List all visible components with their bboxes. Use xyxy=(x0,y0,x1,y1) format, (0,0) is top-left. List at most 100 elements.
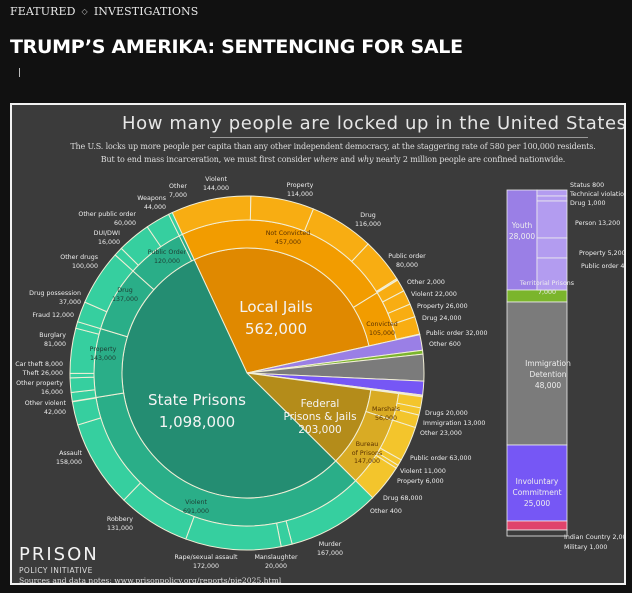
label-local-other: Other 2,000 xyxy=(407,279,445,288)
label-state-rape: Rape/sexual assault 172,000 xyxy=(175,554,238,571)
label-text: 144,000 xyxy=(202,184,230,192)
label-fed-marshals: Marshals 56,000 xyxy=(372,406,400,423)
label-text: 44,000 xyxy=(143,203,166,211)
label-text: 457,000 xyxy=(274,238,302,246)
label-youth-property: Property 5,200 xyxy=(579,250,626,259)
label-state-manslaughter: Manslaughter 20,000 xyxy=(254,554,297,571)
subtitle-where: where xyxy=(313,155,338,164)
bar-segment-involuntary xyxy=(506,444,568,522)
label-local-drug: Drug 116,000 xyxy=(355,212,381,229)
label-text: 100,000 xyxy=(71,262,98,270)
label-text: Prisons & Jails xyxy=(283,411,357,423)
label-text: Property 5,200 xyxy=(579,250,626,257)
label-local-conv-property: Property 26,000 xyxy=(417,303,468,312)
label-text: 28,000 xyxy=(508,232,536,241)
label-youth-technical: Technical violation xyxy=(570,191,626,200)
ring-state-outer-1-2 xyxy=(69,372,95,379)
subtitle-text: nearly 2 million people are confined nat… xyxy=(373,155,566,164)
breadcrumb: FEATURED ◇ INVESTIGATIONS xyxy=(10,5,198,18)
label-local-jails: Local Jails 562,000 xyxy=(239,296,312,340)
label-text: Not Convicted xyxy=(265,230,311,237)
label-text: Violent 11,000 xyxy=(400,468,446,475)
diamond-separator-icon: ◇ xyxy=(81,7,88,16)
label-fed-drug: Drug 68,000 xyxy=(383,495,422,504)
youth-subcell xyxy=(536,200,568,239)
label-text: Property 6,000 xyxy=(397,478,444,485)
label-text: Involuntary xyxy=(515,477,559,486)
label-local-violent: Violent 144,000 xyxy=(203,176,229,193)
sources-note: Sources and data notes: www.prisonpolicy… xyxy=(19,576,282,585)
label-text: Other xyxy=(169,183,187,190)
label-text: Violent 22,000 xyxy=(411,291,457,298)
article-title: TRUMP’S AMERIKA: SENTENCING FOR SALE xyxy=(10,36,463,58)
label-text: 81,000 xyxy=(43,340,66,348)
label-text: Car theft 8,000 xyxy=(15,361,63,368)
label-text: 562,000 xyxy=(244,320,308,338)
label-text: Bureau xyxy=(355,441,379,448)
pie-chart xyxy=(69,189,568,551)
breadcrumb-featured[interactable]: FEATURED xyxy=(10,5,76,18)
bar-segment-military xyxy=(506,529,568,537)
label-text: Other 2,000 xyxy=(407,279,445,286)
label-youth: Youth 28,000 xyxy=(509,220,535,242)
label-text: Technical violation xyxy=(570,191,626,198)
label-text: Public order 32,000 xyxy=(426,330,488,337)
label-text: 131,000 xyxy=(106,524,133,532)
label-text: Violent xyxy=(185,499,207,506)
label-text: Drug xyxy=(117,287,133,294)
label-state-public-order: Public Order 120,000 xyxy=(148,249,187,266)
label-text: Robbery xyxy=(106,516,133,523)
subtitle-why: why xyxy=(357,155,374,164)
label-text: Other violent xyxy=(24,400,66,407)
label-text: Local Jails xyxy=(239,298,313,316)
label-text: 1,098,000 xyxy=(158,413,236,431)
label-text: Other 23,000 xyxy=(420,430,462,437)
label-state-other-violent: Other violent 42,000 xyxy=(25,400,66,417)
label-local-conv-other: Other 600 xyxy=(429,341,461,350)
label-text: 25,000 xyxy=(523,499,551,508)
label-state-other: Other 7,000 xyxy=(169,183,187,200)
label-text: Rape/sexual assault xyxy=(174,554,238,561)
label-fed-immigration: Immigration 13,000 xyxy=(423,420,485,429)
label-state-property: Property 143,000 xyxy=(90,346,117,363)
label-youth-drug: Drug 1,000 xyxy=(570,200,605,209)
label-text: 114,000 xyxy=(286,190,314,198)
label-fed-public-order: Public order 63,000 xyxy=(410,455,471,464)
label-state-other-drugs: Other drugs 100,000 xyxy=(60,254,98,271)
subtitle-text: and xyxy=(337,155,358,164)
label-text: Violent xyxy=(205,176,227,183)
label-text: Youth xyxy=(511,221,533,230)
label-state-violent: Violent 691,000 xyxy=(183,499,209,516)
label-state-weapons: Weapons 44,000 xyxy=(137,195,166,212)
label-military: Military 1,000 xyxy=(564,544,607,553)
label-text: Public Order xyxy=(147,249,187,256)
label-local-not-convicted: Not Convicted 457,000 xyxy=(266,230,311,247)
label-text: of Prisons xyxy=(351,449,383,457)
label-text: 60,000 xyxy=(113,219,136,227)
label-state-assault: Assault 158,000 xyxy=(56,450,82,467)
label-text: 167,000 xyxy=(316,549,344,557)
label-text: Property xyxy=(286,182,314,189)
label-text: 56,000 xyxy=(374,414,398,422)
label-immigration: Immigration Detention 48,000 xyxy=(525,358,571,391)
label-text: 16,000 xyxy=(40,388,63,396)
label-text: 158,000 xyxy=(55,458,82,466)
label-local-public-order: Public order 80,000 xyxy=(388,253,425,270)
ring-state-outer-1-1 xyxy=(69,376,96,393)
breadcrumb-investigations[interactable]: INVESTIGATIONS xyxy=(93,5,199,18)
label-text: 7,000 xyxy=(168,191,188,199)
label-text: 16,000 xyxy=(97,238,120,246)
bar-segment-youth xyxy=(506,189,538,291)
label-state-dui: DUI/DWI 16,000 xyxy=(94,230,120,247)
label-text: Immigration xyxy=(525,359,571,368)
label-local-convicted: Convicted 105,000 xyxy=(366,321,398,338)
label-state-car-theft: Car theft 8,000 xyxy=(15,361,63,370)
label-territorial: Territorial Prisons 7,000 xyxy=(520,280,574,297)
logo-policy-initiative: POLICY INITIATIVE xyxy=(19,566,93,575)
label-text: Status 800 xyxy=(570,182,605,189)
label-local-property: Property 114,000 xyxy=(287,182,314,199)
label-text: Manslaughter xyxy=(254,554,298,561)
label-youth-status: Status 800 xyxy=(570,182,604,191)
ring-state-middle-1 xyxy=(93,328,128,399)
label-text: 105,000 xyxy=(368,329,396,337)
